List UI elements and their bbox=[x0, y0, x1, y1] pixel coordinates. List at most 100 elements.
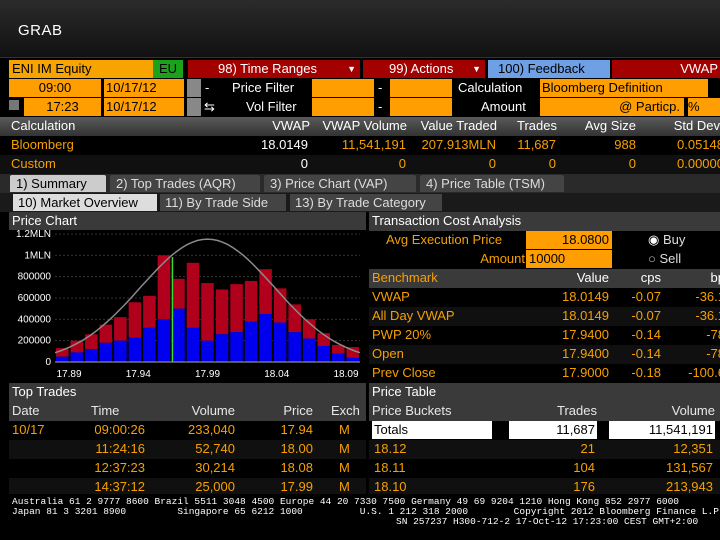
benchmark-bp: -36.1 bbox=[695, 308, 720, 323]
x-tick-label: 18.09 bbox=[333, 369, 358, 380]
time-ranges-button[interactable]: 98) Time Ranges ▼ bbox=[188, 60, 360, 78]
benchmark-name: Open bbox=[372, 346, 404, 361]
exchange-field[interactable]: EU bbox=[153, 60, 183, 78]
security-field[interactable]: ENI IM Equity bbox=[9, 60, 153, 78]
tab-top-trades[interactable]: 2) Top Trades (AQR) bbox=[110, 175, 260, 192]
trade-exch: M bbox=[339, 422, 350, 437]
buy-radio[interactable]: ◉ Buy bbox=[648, 231, 708, 249]
price-table-row[interactable]: 18.10 176 213,943 bbox=[369, 478, 720, 497]
tca-amount-field[interactable]: 10000 bbox=[526, 250, 612, 268]
price-table-row[interactable]: 18.12 21 12,351 bbox=[369, 440, 720, 459]
subtab-by-trade-category[interactable]: 13) By Trade Category bbox=[290, 194, 442, 211]
benchmark-cps: -0.07 bbox=[631, 289, 661, 304]
top-trades-columns: Date Time Volume Price Exch bbox=[9, 402, 366, 421]
bar-blue bbox=[302, 338, 316, 362]
y-tick-label: 400000 bbox=[18, 314, 52, 325]
dash: - bbox=[378, 99, 383, 114]
calendar-icon[interactable] bbox=[187, 79, 201, 97]
trade-row[interactable]: 10/17 09:00:26 233,040 17.94 M bbox=[9, 421, 366, 440]
benchmark-bp: -78 bbox=[706, 346, 720, 361]
price-bucket: 18.11 bbox=[374, 460, 406, 475]
price-filter-min[interactable] bbox=[312, 79, 374, 97]
benchmark-header: Benchmark Value cps bp bbox=[369, 269, 720, 288]
bar-blue bbox=[346, 357, 359, 362]
std-dev-value: 0.00000 bbox=[677, 156, 720, 171]
bar-blue bbox=[99, 342, 113, 362]
avg-exec-field[interactable]: 18.0800 bbox=[526, 231, 612, 249]
table-row[interactable]: Bloomberg 18.0149 11,541,191 207.913MLN … bbox=[0, 136, 720, 155]
buy-label: Buy bbox=[662, 232, 686, 247]
dash: - bbox=[205, 80, 210, 95]
price-table-row[interactable]: Totals 11,687 11,541,191 bbox=[369, 421, 720, 440]
bar-red bbox=[201, 283, 214, 341]
sell-radio[interactable]: ○ Sell bbox=[648, 250, 708, 268]
bar-red bbox=[302, 319, 316, 339]
benchmark-row[interactable]: Open 17.9400 -0.14 -78 bbox=[369, 345, 720, 364]
x-tick-label: 17.89 bbox=[56, 369, 81, 380]
vol-filter-max[interactable] bbox=[390, 98, 452, 116]
subtab-market-overview[interactable]: 10) Market Overview bbox=[13, 194, 157, 211]
benchmark-name: PWP 20% bbox=[372, 327, 432, 342]
tab-summary[interactable]: 1) Summary bbox=[10, 175, 106, 192]
bar-red bbox=[215, 289, 229, 335]
trade-time: 14:37:12 bbox=[94, 479, 145, 494]
start-date-field[interactable]: 10/17/12 bbox=[104, 79, 184, 97]
trade-volume: 52,740 bbox=[195, 441, 235, 456]
end-time-field[interactable]: 17:23 bbox=[24, 98, 101, 116]
trade-row[interactable]: 12:37:23 30,214 18.08 M bbox=[9, 459, 366, 478]
x-tick-label: 17.94 bbox=[126, 369, 151, 380]
tab-price-chart[interactable]: 3) Price Chart (VAP) bbox=[264, 175, 416, 192]
trade-row[interactable]: 14:37:12 25,000 17.99 M bbox=[9, 478, 366, 497]
price-chart: 0 200000 400000 600000 800000 1MLN 1.2MLN 17.89… bbox=[9, 230, 366, 382]
benchmark-row[interactable]: VWAP 18.0149 -0.07 -36.1 bbox=[369, 288, 720, 307]
footer-session-info: SN 257237 H300-712-2 17-Oct-12 17:23:00 … bbox=[396, 516, 699, 527]
calculation-select[interactable]: Bloomberg Definition bbox=[540, 79, 708, 97]
top-trades-header: Top Trades bbox=[9, 383, 366, 402]
vwap-value: 0 bbox=[300, 156, 308, 171]
col-benchmark: Benchmark bbox=[372, 270, 438, 285]
checkbox[interactable] bbox=[9, 100, 19, 110]
price-filter-max[interactable] bbox=[390, 79, 452, 97]
vol-filter-min[interactable] bbox=[312, 98, 374, 116]
benchmark-value: 17.9400 bbox=[562, 327, 609, 342]
vwap-button[interactable]: VWAP bbox=[612, 60, 720, 78]
sell-label: Sell bbox=[659, 251, 682, 266]
amount-field[interactable]: @ Particp. bbox=[540, 98, 684, 116]
subtab-by-trade-side[interactable]: 11) By Trade Side bbox=[160, 194, 286, 211]
vol-filter-label: Vol Filter bbox=[246, 99, 297, 114]
benchmark-row[interactable]: All Day VWAP 18.0149 -0.07 -36.1 bbox=[369, 307, 720, 326]
refresh-icon[interactable]: ⇆ bbox=[204, 99, 215, 114]
avg-size-value: 988 bbox=[614, 137, 636, 152]
table-row[interactable]: Custom 0 0 0 0 0 0.00000 bbox=[0, 155, 720, 174]
start-time-field[interactable]: 09:00 bbox=[9, 79, 101, 97]
col-price: Price bbox=[283, 403, 313, 418]
bar-blue bbox=[244, 321, 258, 362]
benchmark-cps: -0.18 bbox=[631, 365, 661, 380]
benchmark-row[interactable]: PWP 20% 17.9400 -0.14 -78 bbox=[369, 326, 720, 345]
col-trades: Trades bbox=[557, 403, 597, 418]
bucket-volume: 12,351 bbox=[673, 441, 713, 456]
end-date-field[interactable]: 10/17/12 bbox=[104, 98, 184, 116]
trade-row[interactable]: 11:24:16 52,740 18.00 M bbox=[9, 440, 366, 459]
calendar-icon[interactable] bbox=[187, 98, 201, 116]
col-date: Date bbox=[12, 403, 40, 418]
col-vwap-volume: VWAP Volume bbox=[322, 118, 407, 133]
price-chart-header: Price Chart bbox=[9, 212, 366, 231]
trades-value: 0 bbox=[548, 156, 556, 171]
col-std-dev: Std Dev bbox=[673, 118, 720, 133]
bar-red bbox=[346, 347, 359, 358]
avg-size-value: 0 bbox=[628, 156, 636, 171]
y-tick-label: 200000 bbox=[18, 336, 52, 347]
trade-time: 12:37:23 bbox=[94, 460, 145, 475]
actions-button[interactable]: 99) Actions ▼ bbox=[363, 60, 485, 78]
bar-red bbox=[128, 302, 142, 338]
feedback-button[interactable]: 100) Feedback bbox=[488, 60, 610, 78]
trade-exch: M bbox=[339, 441, 350, 456]
bar-red bbox=[259, 269, 272, 314]
price-table-row[interactable]: 18.11 104 131,567 bbox=[369, 459, 720, 478]
percent-field[interactable]: % bbox=[688, 98, 720, 116]
benchmark-row[interactable]: Prev Close 17.9000 -0.18 -100.6 bbox=[369, 364, 720, 383]
actions-label: 99) Actions bbox=[389, 61, 454, 76]
tab-price-table[interactable]: 4) Price Table (TSM) bbox=[420, 175, 564, 192]
bar-blue bbox=[70, 352, 84, 362]
